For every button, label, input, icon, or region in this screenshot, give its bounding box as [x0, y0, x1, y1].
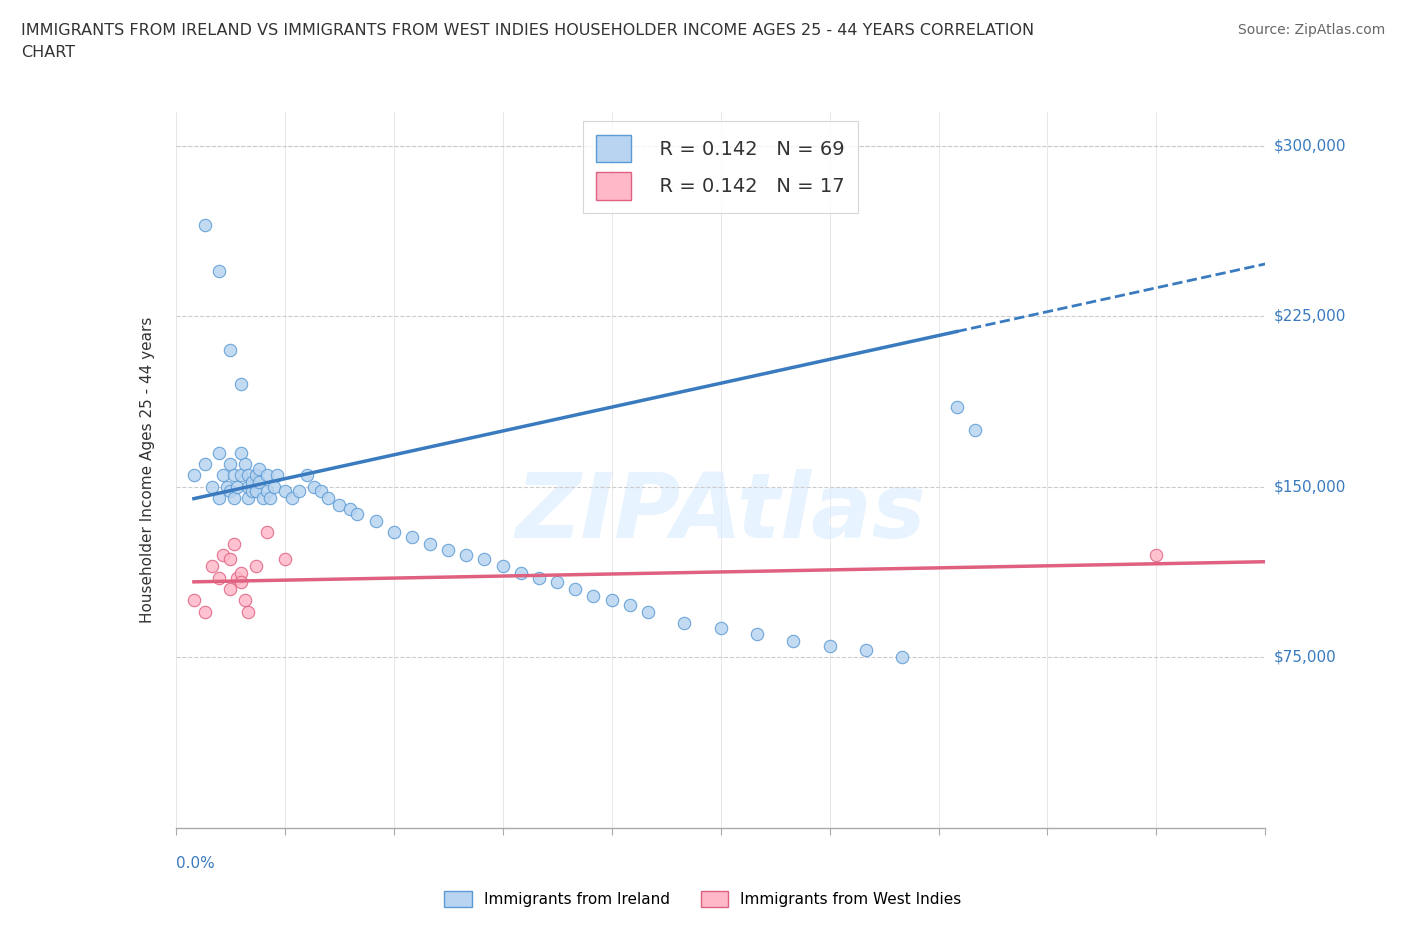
Legend:   R = 0.142   N = 69,   R = 0.142   N = 17: R = 0.142 N = 69, R = 0.142 N = 17 — [583, 121, 858, 213]
Point — [274, 552, 297, 567]
Point — [855, 643, 877, 658]
Point — [201, 479, 224, 494]
Point — [194, 457, 217, 472]
Point — [233, 593, 256, 608]
Point — [219, 581, 242, 596]
Point — [240, 474, 263, 489]
Point — [419, 536, 441, 551]
Point — [208, 491, 231, 506]
Point — [710, 620, 733, 635]
Point — [231, 468, 253, 483]
Point — [233, 457, 256, 472]
Point — [245, 559, 267, 574]
Point — [222, 491, 245, 506]
Point — [219, 484, 242, 498]
Point — [281, 491, 304, 506]
Point — [208, 570, 231, 585]
Point — [208, 263, 231, 278]
Point — [212, 468, 235, 483]
Point — [240, 484, 263, 498]
Y-axis label: Householder Income Ages 25 - 44 years: Householder Income Ages 25 - 44 years — [141, 316, 155, 623]
Point — [527, 570, 550, 585]
Point — [226, 479, 249, 494]
Point — [238, 491, 260, 506]
Point — [222, 468, 245, 483]
Point — [274, 484, 297, 498]
Point — [263, 479, 285, 494]
Point — [231, 377, 253, 392]
Point — [212, 548, 235, 563]
Point — [295, 468, 318, 483]
Point — [600, 593, 623, 608]
Point — [238, 468, 260, 483]
Point — [219, 552, 242, 567]
Point — [226, 570, 249, 585]
Text: Source: ZipAtlas.com: Source: ZipAtlas.com — [1237, 23, 1385, 37]
Point — [401, 529, 423, 544]
Point — [256, 468, 278, 483]
Point — [219, 343, 242, 358]
Point — [309, 484, 332, 498]
Point — [474, 552, 496, 567]
Point — [215, 479, 238, 494]
Point — [364, 513, 387, 528]
Point — [238, 479, 260, 494]
Point — [256, 525, 278, 539]
Point — [222, 536, 245, 551]
Point — [259, 491, 281, 506]
Point — [201, 559, 224, 574]
Point — [456, 548, 478, 563]
Text: $225,000: $225,000 — [1274, 309, 1346, 324]
Point — [245, 484, 267, 498]
Point — [252, 491, 274, 506]
Point — [437, 543, 460, 558]
Point — [238, 604, 260, 619]
Point — [288, 484, 311, 498]
Point — [492, 559, 515, 574]
Point — [564, 581, 586, 596]
Point — [546, 575, 568, 590]
Point — [245, 468, 267, 483]
Point — [183, 468, 205, 483]
Point — [945, 400, 967, 415]
Point — [231, 565, 253, 580]
Point — [194, 604, 217, 619]
Point — [891, 650, 914, 665]
Text: $150,000: $150,000 — [1274, 479, 1346, 494]
Text: IMMIGRANTS FROM IRELAND VS IMMIGRANTS FROM WEST INDIES HOUSEHOLDER INCOME AGES 2: IMMIGRANTS FROM IRELAND VS IMMIGRANTS FR… — [21, 23, 1035, 38]
Point — [782, 634, 804, 649]
Point — [346, 507, 368, 522]
Point — [247, 461, 270, 476]
Point — [673, 616, 696, 631]
Point — [382, 525, 405, 539]
Text: $300,000: $300,000 — [1274, 139, 1346, 153]
Point — [231, 575, 253, 590]
Point — [963, 422, 986, 437]
Point — [328, 498, 350, 512]
Text: $75,000: $75,000 — [1274, 650, 1337, 665]
Legend: Immigrants from Ireland, Immigrants from West Indies: Immigrants from Ireland, Immigrants from… — [439, 884, 967, 913]
Point — [247, 474, 270, 489]
Point — [582, 589, 605, 604]
Point — [339, 502, 361, 517]
Text: CHART: CHART — [21, 45, 75, 60]
Point — [302, 479, 325, 494]
Text: 0.0%: 0.0% — [176, 857, 215, 871]
Text: ZIPAtlas: ZIPAtlas — [515, 469, 927, 557]
Point — [194, 218, 217, 232]
Point — [637, 604, 659, 619]
Point — [318, 491, 340, 506]
Point — [208, 445, 231, 460]
Point — [509, 565, 531, 580]
Point — [266, 468, 288, 483]
Point — [818, 638, 841, 653]
Point — [256, 484, 278, 498]
Point — [619, 597, 641, 612]
Point — [219, 457, 242, 472]
Point — [1146, 548, 1168, 563]
Point — [183, 593, 205, 608]
Point — [231, 445, 253, 460]
Point — [745, 627, 768, 642]
